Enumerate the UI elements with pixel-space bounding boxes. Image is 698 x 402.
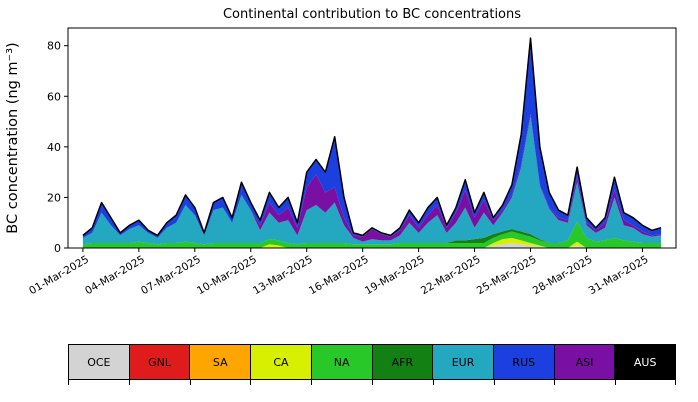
legend-axis-ticks	[68, 380, 676, 386]
legend-axis-tick	[615, 380, 616, 385]
legend-row: OCE GNL SA CA NA AFR EUR RUS ASI AUS	[68, 344, 676, 380]
legend-axis-tick	[68, 380, 69, 385]
legend-label: AUS	[633, 355, 657, 369]
legend-item-gnl: GNL	[128, 345, 190, 379]
legend-axis-tick	[372, 380, 373, 385]
legend-item-rus: RUS	[492, 345, 554, 379]
area-na	[82, 221, 662, 248]
legend-item-eur: EUR	[432, 345, 493, 379]
legend: OCE GNL SA CA NA AFR EUR RUS ASI AUS	[68, 344, 676, 386]
legend-axis-tick	[311, 380, 312, 385]
legend-label: AFR	[391, 355, 414, 369]
x-tick-label: 01-Mar-2025	[27, 253, 91, 297]
legend-axis-tick	[675, 380, 676, 385]
legend-item-oce: OCE	[69, 345, 129, 379]
area-oce	[82, 242, 662, 248]
legend-item-afr: AFR	[371, 345, 433, 379]
legend-axis-tick	[433, 380, 434, 385]
x-tick-label: 28-Mar-2025	[531, 253, 595, 297]
x-tick-label: 31-Mar-2025	[587, 253, 651, 297]
x-tick-label: 10-Mar-2025	[195, 253, 259, 297]
x-tick-label: 07-Mar-2025	[139, 253, 203, 297]
area-eur	[82, 116, 662, 245]
x-tick-label: 22-Mar-2025	[419, 253, 483, 297]
legend-label: SA	[212, 355, 228, 369]
legend-label: NA	[333, 355, 350, 369]
x-tick-label: 13-Mar-2025	[251, 253, 315, 297]
x-tick-label: 19-Mar-2025	[363, 253, 427, 297]
plot-frame	[67, 27, 677, 249]
legend-item-aus: AUS	[614, 345, 676, 379]
bc-stacked-area-chart: 0 20 40 60 80 01-Mar-202504-Mar-202507-Mar-20…	[5, 7, 677, 297]
legend-axis-tick	[494, 380, 495, 385]
stacked-areas	[82, 38, 662, 248]
area-ca	[82, 237, 662, 248]
x-tick-label: 04-Mar-2025	[83, 253, 147, 297]
y-tick-label: 20	[47, 191, 61, 204]
legend-item-sa: SA	[189, 345, 251, 379]
y-axis-label: BC concentration (ng m⁻³)	[5, 42, 21, 233]
y-tick-label: 80	[47, 40, 61, 53]
legend-item-asi: ASI	[553, 345, 615, 379]
x-tick-label: 16-Mar-2025	[307, 253, 371, 297]
legend-label: GNL	[148, 355, 171, 369]
legend-label: EUR	[451, 355, 475, 369]
legend-axis-tick	[129, 380, 130, 385]
legend-label: ASI	[575, 355, 594, 369]
total-outline	[82, 37, 662, 237]
legend-axis-tick	[250, 380, 251, 385]
legend-item-ca: CA	[250, 345, 311, 379]
x-tick-label: 25-Mar-2025	[475, 253, 539, 297]
legend-label: OCE	[87, 355, 111, 369]
legend-item-na: NA	[310, 345, 372, 379]
legend-axis-tick	[190, 380, 191, 385]
y-tick-label: 40	[47, 141, 61, 154]
chart-title: Continental contribution to BC concentra…	[223, 7, 521, 22]
legend-axis-tick	[554, 380, 555, 385]
legend-label: RUS	[512, 355, 536, 369]
y-tick-label: 60	[47, 90, 61, 103]
legend-label: CA	[273, 355, 289, 369]
y-tick-label: 0	[54, 242, 61, 255]
